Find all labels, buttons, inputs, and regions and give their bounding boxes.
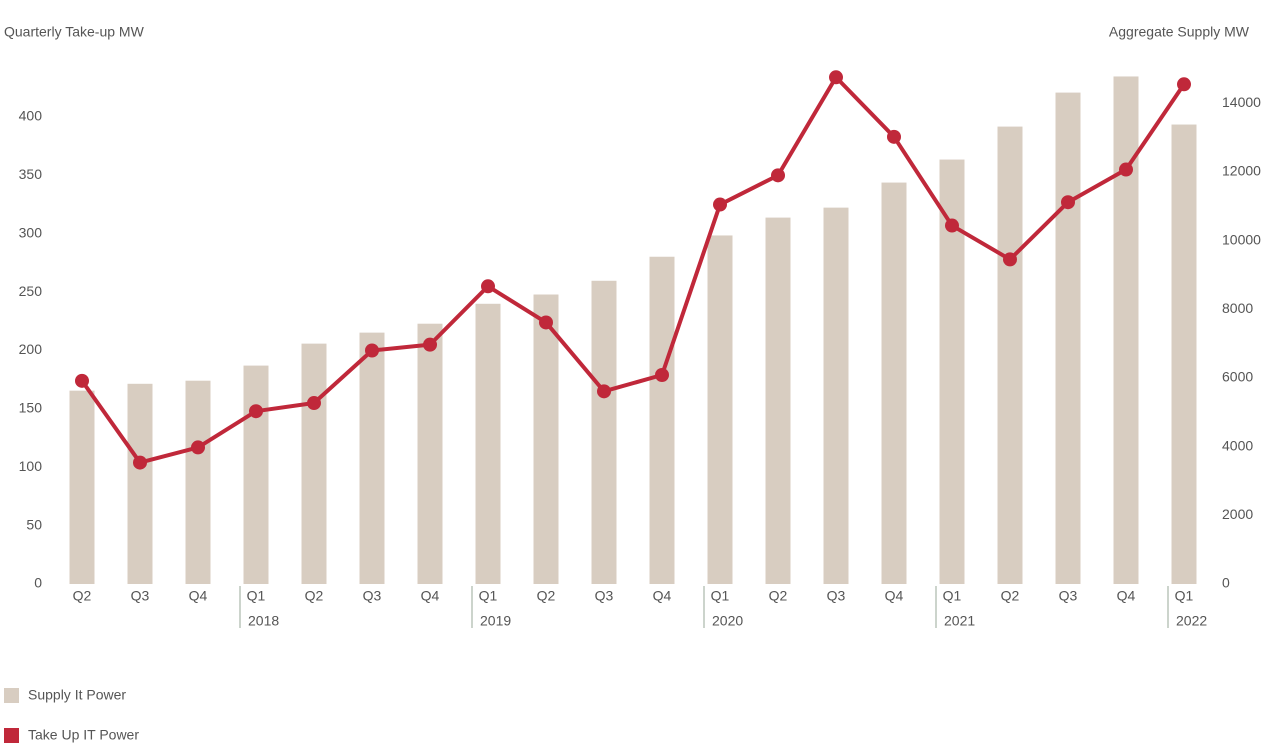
bar bbox=[765, 217, 791, 584]
y2-tick-label: 8000 bbox=[1222, 300, 1253, 316]
bar bbox=[823, 207, 849, 585]
year-label: 2022 bbox=[1176, 613, 1207, 629]
x-tick-label: Q3 bbox=[131, 588, 150, 604]
x-tick-label: Q4 bbox=[189, 588, 208, 604]
line-marker bbox=[771, 168, 785, 183]
year-label: 2018 bbox=[248, 613, 279, 629]
x-tick-label: Q3 bbox=[1059, 588, 1078, 604]
bar bbox=[301, 343, 327, 584]
line-marker bbox=[1061, 195, 1075, 210]
x-tick-label: Q3 bbox=[595, 588, 614, 604]
line-marker bbox=[307, 396, 321, 411]
x-tick-label: Q2 bbox=[769, 588, 788, 604]
x-tick-label: Q2 bbox=[1001, 588, 1020, 604]
y-tick-label: 0 bbox=[34, 575, 42, 591]
bar bbox=[417, 323, 443, 584]
bar bbox=[533, 294, 559, 584]
x-tick-label: Q1 bbox=[1175, 588, 1194, 604]
bar bbox=[475, 303, 501, 584]
x-tick-label: Q1 bbox=[247, 588, 266, 604]
line-marker bbox=[481, 279, 495, 294]
line-marker bbox=[423, 337, 437, 352]
x-tick-label: Q4 bbox=[421, 588, 440, 604]
y2-tick-label: 14000 bbox=[1222, 94, 1261, 110]
x-tick-label: Q4 bbox=[653, 588, 672, 604]
y2-tick-label: 0 bbox=[1222, 575, 1230, 591]
y-tick-label: 200 bbox=[19, 341, 43, 357]
bar bbox=[185, 380, 211, 584]
x-tick-label: Q3 bbox=[827, 588, 846, 604]
bar bbox=[1055, 92, 1081, 585]
y-tick-label: 400 bbox=[19, 108, 43, 124]
year-label: 2019 bbox=[480, 613, 511, 629]
y2-tick-label: 12000 bbox=[1222, 163, 1261, 179]
line-marker bbox=[945, 218, 959, 233]
bar bbox=[1171, 124, 1197, 585]
line-marker bbox=[249, 404, 263, 419]
line-marker bbox=[75, 373, 89, 388]
line-marker bbox=[1003, 252, 1017, 267]
x-tick-label: Q2 bbox=[305, 588, 324, 604]
line-marker bbox=[597, 384, 611, 399]
line-marker bbox=[1119, 162, 1133, 177]
x-tick-label: Q2 bbox=[537, 588, 556, 604]
year-label: 2020 bbox=[712, 613, 743, 629]
y2-tick-label: 2000 bbox=[1222, 506, 1253, 522]
y-tick-label: 150 bbox=[19, 400, 43, 416]
legend-label: Supply It Power bbox=[28, 687, 126, 703]
line-marker bbox=[133, 455, 147, 470]
x-tick-label: Q2 bbox=[73, 588, 92, 604]
y2-axis-title: Aggregate Supply MW bbox=[1109, 24, 1250, 40]
x-tick-label: Q4 bbox=[1117, 588, 1136, 604]
bar bbox=[881, 182, 907, 584]
legend-swatch bbox=[4, 728, 19, 743]
line-marker bbox=[887, 129, 901, 144]
line-marker bbox=[191, 440, 205, 455]
y-axis-title: Quarterly Take-up MW bbox=[4, 24, 145, 40]
line-marker bbox=[539, 315, 553, 330]
x-tick-label: Q1 bbox=[943, 588, 962, 604]
line-marker bbox=[655, 368, 669, 383]
bar bbox=[127, 383, 153, 584]
x-tick-label: Q1 bbox=[479, 588, 498, 604]
y2-tick-label: 6000 bbox=[1222, 369, 1253, 385]
y-tick-label: 250 bbox=[19, 283, 43, 299]
bar bbox=[243, 365, 269, 584]
x-tick-label: Q1 bbox=[711, 588, 730, 604]
y2-tick-label: 10000 bbox=[1222, 231, 1261, 247]
bar bbox=[649, 256, 675, 584]
bar bbox=[707, 235, 733, 585]
bar bbox=[1113, 76, 1139, 585]
legend-label: Take Up IT Power bbox=[28, 727, 139, 743]
y-tick-label: 350 bbox=[19, 166, 43, 182]
y-tick-label: 50 bbox=[26, 516, 42, 532]
year-label: 2021 bbox=[944, 613, 975, 629]
legend-swatch bbox=[4, 688, 19, 703]
bar bbox=[359, 332, 385, 584]
line bbox=[80, 75, 1186, 465]
bar bbox=[591, 280, 617, 584]
line-marker bbox=[713, 197, 727, 212]
line-marker bbox=[365, 343, 379, 358]
line-marker bbox=[1177, 77, 1191, 92]
bar bbox=[69, 390, 95, 584]
y-tick-label: 300 bbox=[19, 224, 43, 240]
y-tick-label: 100 bbox=[19, 458, 43, 474]
bar bbox=[997, 126, 1023, 584]
line-marker bbox=[829, 70, 843, 85]
x-tick-label: Q4 bbox=[885, 588, 904, 604]
y2-tick-label: 4000 bbox=[1222, 437, 1253, 453]
x-tick-label: Q3 bbox=[363, 588, 382, 604]
